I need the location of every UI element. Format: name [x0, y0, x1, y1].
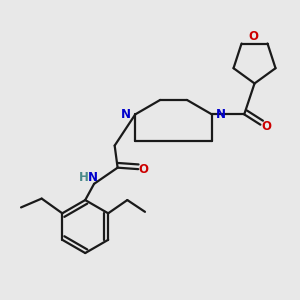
Text: O: O — [261, 120, 271, 133]
Text: O: O — [248, 30, 258, 43]
Text: O: O — [139, 163, 148, 176]
Text: N: N — [216, 108, 226, 121]
Text: N: N — [88, 171, 98, 184]
Text: N: N — [121, 108, 131, 121]
Text: H: H — [79, 171, 89, 184]
